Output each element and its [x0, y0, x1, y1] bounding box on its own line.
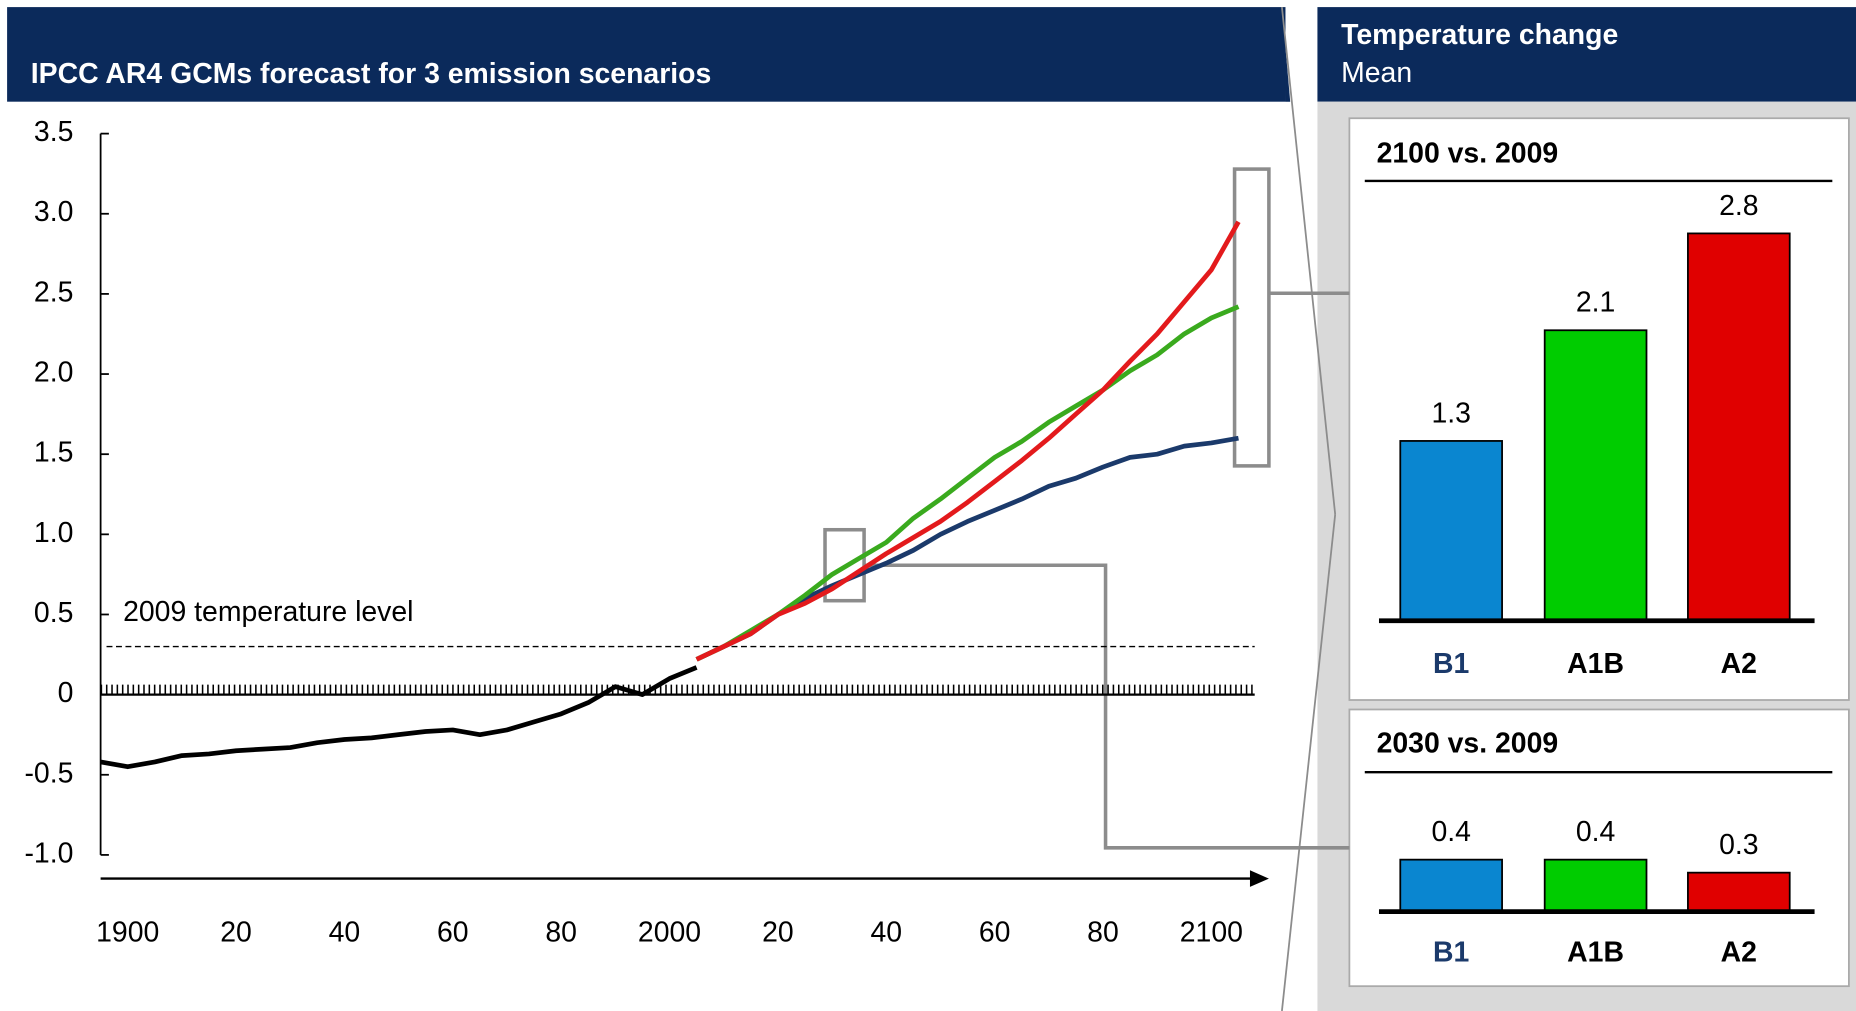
x-tick-label: 60 — [979, 917, 1011, 949]
category-label: A2 — [1721, 648, 1757, 680]
panel-subtitle: Mean — [1341, 57, 1412, 89]
y-tick-label: 0 — [58, 677, 74, 709]
series-line — [100, 665, 698, 770]
category-label: A1B — [1567, 937, 1624, 969]
value-label: 0.3 — [1719, 829, 1758, 861]
series-line — [695, 435, 1239, 662]
value-label: 0.4 — [1576, 816, 1615, 848]
callout-box — [1232, 167, 1271, 468]
y-tick-label: -1.0 — [24, 837, 73, 869]
bar-panel — [1348, 708, 1850, 988]
bar — [1687, 232, 1791, 622]
y-tick-label: 0.5 — [34, 597, 73, 629]
x-tick-label: 1900 — [96, 917, 159, 949]
category-label: A1B — [1567, 648, 1624, 680]
y-tick-label: 2.5 — [34, 276, 73, 308]
x-tick-label: 80 — [545, 917, 577, 949]
zoom-edge — [1281, 7, 1337, 515]
bar-title: 2030 vs. 2009 — [1377, 727, 1559, 759]
bar — [1543, 858, 1648, 913]
x-axis-arrow — [1249, 870, 1269, 887]
value-label: 1.3 — [1431, 397, 1470, 429]
x-tick-label: 2100 — [1180, 917, 1243, 949]
chart-title: IPCC AR4 GCMs forecast for 3 emission sc… — [31, 58, 712, 90]
x-tick-label: 40 — [329, 917, 361, 949]
x-tick-label: 2000 — [638, 917, 701, 949]
callout-connector — [864, 563, 1350, 850]
value-label: 2.1 — [1576, 287, 1615, 319]
bar-title: 2100 vs. 2009 — [1377, 137, 1559, 169]
value-label: 0.4 — [1431, 816, 1470, 848]
category-label: B1 — [1433, 648, 1469, 680]
series-line — [695, 304, 1240, 662]
bar — [1543, 329, 1648, 622]
y-tick-label: -0.5 — [24, 757, 73, 789]
x-tick-label: 40 — [870, 917, 902, 949]
bar — [1687, 871, 1791, 913]
panel-title: Temperature change — [1341, 19, 1618, 51]
x-tick-label: 20 — [762, 917, 794, 949]
y-tick-label: 3.0 — [34, 196, 73, 228]
bar — [1399, 440, 1503, 622]
x-tick-label: 20 — [220, 917, 252, 949]
y-tick-label: 1.0 — [34, 517, 73, 549]
y-tick-label: 1.5 — [34, 437, 73, 469]
header-bar — [7, 7, 1286, 102]
value-label: 2.8 — [1719, 190, 1758, 222]
series-line — [695, 220, 1241, 662]
category-label: A2 — [1721, 937, 1757, 969]
annotation: 2009 temperature level — [123, 596, 413, 628]
category-label: B1 — [1433, 937, 1469, 969]
x-tick-label: 80 — [1087, 917, 1119, 949]
y-tick-label: 3.5 — [34, 116, 73, 148]
bar — [1399, 858, 1503, 913]
zoom-edge — [1281, 514, 1337, 1011]
x-tick-label: 60 — [437, 917, 469, 949]
panel-header — [1317, 7, 1856, 102]
y-tick-label: 2.0 — [34, 357, 73, 389]
